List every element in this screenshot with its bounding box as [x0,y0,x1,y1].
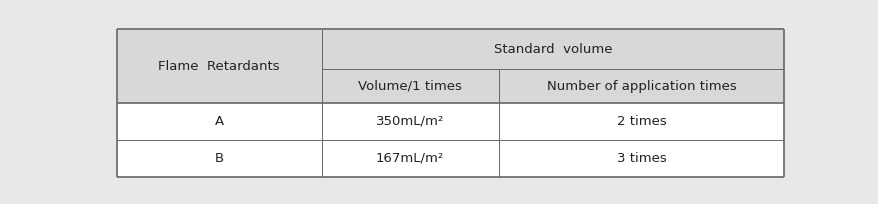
Bar [321,29,783,69]
Text: 350mL/m²: 350mL/m² [376,115,443,128]
Text: Number of application times: Number of application times [546,80,736,93]
Bar [117,103,321,140]
Text: Standard  volume: Standard volume [493,43,611,56]
Text: Flame  Retardants: Flame Retardants [158,60,280,73]
Bar [117,29,321,103]
Text: Volume/1 times: Volume/1 times [357,80,462,93]
Bar [117,140,321,177]
Text: A: A [214,115,224,128]
Text: 3 times: 3 times [615,152,666,165]
Bar [321,69,498,103]
Bar [321,140,498,177]
Bar [321,103,498,140]
Bar [498,140,783,177]
Text: 2 times: 2 times [615,115,666,128]
Bar [498,69,783,103]
Text: B: B [214,152,224,165]
Text: 167mL/m²: 167mL/m² [376,152,443,165]
Bar [498,103,783,140]
